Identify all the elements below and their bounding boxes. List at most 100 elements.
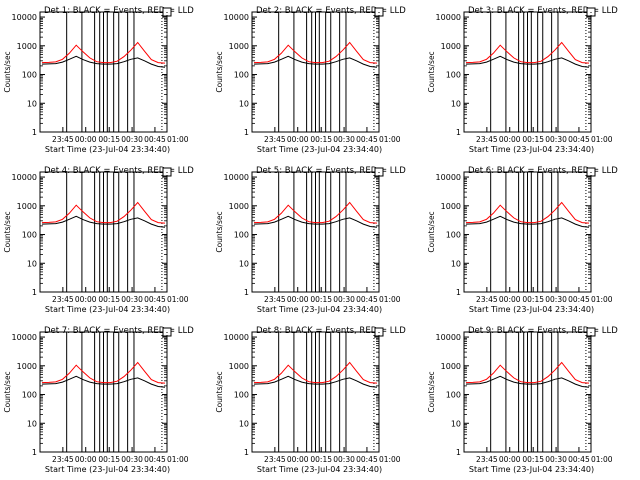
panel-title: Det 5: BLACK = Events, RED = LLD — [256, 166, 406, 176]
series-lld — [465, 41, 590, 64]
y-tick-label: 1000 — [229, 202, 249, 211]
x-tick-label: 00:30 — [545, 135, 567, 144]
x-axis-label: Start Time (23-Jul-04 23:34:40) — [45, 305, 170, 314]
x-tick-label: 00:00 — [499, 135, 521, 144]
panel-title: Det 8: BLACK = Events, RED = LLD — [256, 326, 406, 336]
panel-title: Det 6: BLACK = Events, RED = LLD — [468, 166, 618, 176]
y-tick-label: 100 — [446, 231, 461, 240]
y-tick-label: 10000 — [224, 13, 249, 22]
panel-8: Det 8: BLACK = Events, RED = LLD Counts/s… — [215, 326, 406, 474]
x-tick-label: 01:00 — [591, 295, 613, 304]
y-axis-label: Counts/sec — [215, 211, 224, 252]
x-tick-label: 00:15 — [98, 135, 120, 144]
y-tick-label: 100 — [446, 391, 461, 400]
y-tick-label: 100 — [234, 391, 249, 400]
x-tick-label: 00:00 — [287, 295, 309, 304]
x-axis-label: Start Time (23-Jul-04 23:34:40) — [45, 145, 170, 154]
y-tick-label: 1000 — [441, 42, 461, 51]
x-tick-label: 23:45 — [264, 455, 286, 464]
x-tick-label: 00:45 — [356, 295, 378, 304]
series-events — [465, 375, 590, 388]
x-tick-label: 00:00 — [75, 455, 97, 464]
y-tick-label: 1 — [244, 288, 249, 297]
y-tick-label: 1000 — [441, 362, 461, 371]
x-tick-label: 23:45 — [476, 455, 498, 464]
y-tick-label: 10000 — [224, 333, 249, 342]
y-tick-label: 10000 — [436, 333, 461, 342]
x-tick-label: 00:00 — [499, 295, 521, 304]
x-tick-label: 00:45 — [356, 135, 378, 144]
y-tick-label: 10 — [239, 99, 249, 108]
y-tick-label: 10 — [239, 419, 249, 428]
x-tick-label: 23:45 — [476, 295, 498, 304]
series-events — [253, 55, 378, 68]
x-tick-label: 00:15 — [310, 295, 332, 304]
panel-9: Det 9: BLACK = Events, RED = LLD Counts/s… — [427, 326, 618, 474]
x-axis-label: Start Time (23-Jul-04 23:34:40) — [257, 145, 382, 154]
x-tick-label: 00:30 — [121, 135, 143, 144]
x-tick-label: 00:30 — [333, 455, 355, 464]
y-tick-label: 1000 — [17, 362, 37, 371]
y-tick-label: 100 — [22, 71, 37, 80]
y-tick-label: 10000 — [436, 173, 461, 182]
y-axis-label: Counts/sec — [427, 51, 436, 92]
x-axis-label: Start Time (23-Jul-04 23:34:40) — [469, 465, 594, 474]
x-tick-label: 00:15 — [310, 455, 332, 464]
series-events — [41, 375, 166, 388]
y-tick-label: 10000 — [224, 173, 249, 182]
x-tick-label: 01:00 — [379, 295, 401, 304]
x-tick-label: 00:00 — [75, 295, 97, 304]
x-tick-label: 23:45 — [52, 455, 74, 464]
x-tick-label: 00:45 — [568, 455, 590, 464]
x-tick-label: 00:30 — [545, 295, 567, 304]
series-lld — [41, 361, 166, 384]
series-lld — [253, 41, 378, 64]
y-tick-label: 1 — [244, 128, 249, 137]
series-lld — [41, 201, 166, 224]
x-tick-label: 00:00 — [287, 135, 309, 144]
y-tick-label: 1 — [456, 128, 461, 137]
y-tick-label: 10 — [27, 99, 37, 108]
x-tick-label: 01:00 — [167, 455, 189, 464]
x-tick-label: 00:15 — [522, 295, 544, 304]
y-tick-label: 1 — [32, 448, 37, 457]
x-tick-label: 23:45 — [264, 295, 286, 304]
x-tick-label: 00:15 — [522, 135, 544, 144]
x-tick-label: 00:30 — [333, 135, 355, 144]
y-tick-label: 10000 — [12, 173, 37, 182]
x-tick-label: 00:15 — [98, 295, 120, 304]
panel-title: Det 2: BLACK = Events, RED = LLD — [256, 6, 406, 16]
panel-title: Det 3: BLACK = Events, RED = LLD — [468, 6, 618, 16]
y-axis-label: Counts/sec — [3, 371, 12, 412]
panel-4: Det 4: BLACK = Events, RED = LLD Counts/s… — [3, 166, 194, 314]
y-tick-label: 1 — [32, 288, 37, 297]
x-tick-label: 00:45 — [144, 135, 166, 144]
series-events — [41, 215, 166, 228]
y-tick-label: 100 — [234, 71, 249, 80]
y-tick-label: 10 — [27, 259, 37, 268]
y-tick-label: 1 — [244, 448, 249, 457]
x-tick-label: 00:30 — [121, 295, 143, 304]
series-events — [41, 55, 166, 68]
y-tick-label: 100 — [446, 71, 461, 80]
panel-title: Det 4: BLACK = Events, RED = LLD — [44, 166, 194, 176]
x-tick-label: 00:15 — [522, 455, 544, 464]
series-events — [253, 375, 378, 388]
y-tick-label: 10 — [239, 259, 249, 268]
x-tick-label: 00:45 — [356, 455, 378, 464]
y-tick-label: 1000 — [229, 42, 249, 51]
x-tick-label: 00:45 — [144, 295, 166, 304]
x-tick-label: 01:00 — [167, 135, 189, 144]
y-tick-label: 100 — [22, 231, 37, 240]
panel-title: Det 9: BLACK = Events, RED = LLD — [468, 326, 618, 336]
x-tick-label: 00:30 — [545, 455, 567, 464]
x-tick-label: 00:00 — [75, 135, 97, 144]
y-tick-label: 1000 — [229, 362, 249, 371]
y-tick-label: 10000 — [436, 13, 461, 22]
panel-title: Det 1: BLACK = Events, RED = LLD — [44, 6, 194, 16]
x-tick-label: 01:00 — [379, 455, 401, 464]
y-tick-label: 10000 — [12, 13, 37, 22]
x-tick-label: 01:00 — [167, 295, 189, 304]
x-tick-label: 23:45 — [52, 295, 74, 304]
